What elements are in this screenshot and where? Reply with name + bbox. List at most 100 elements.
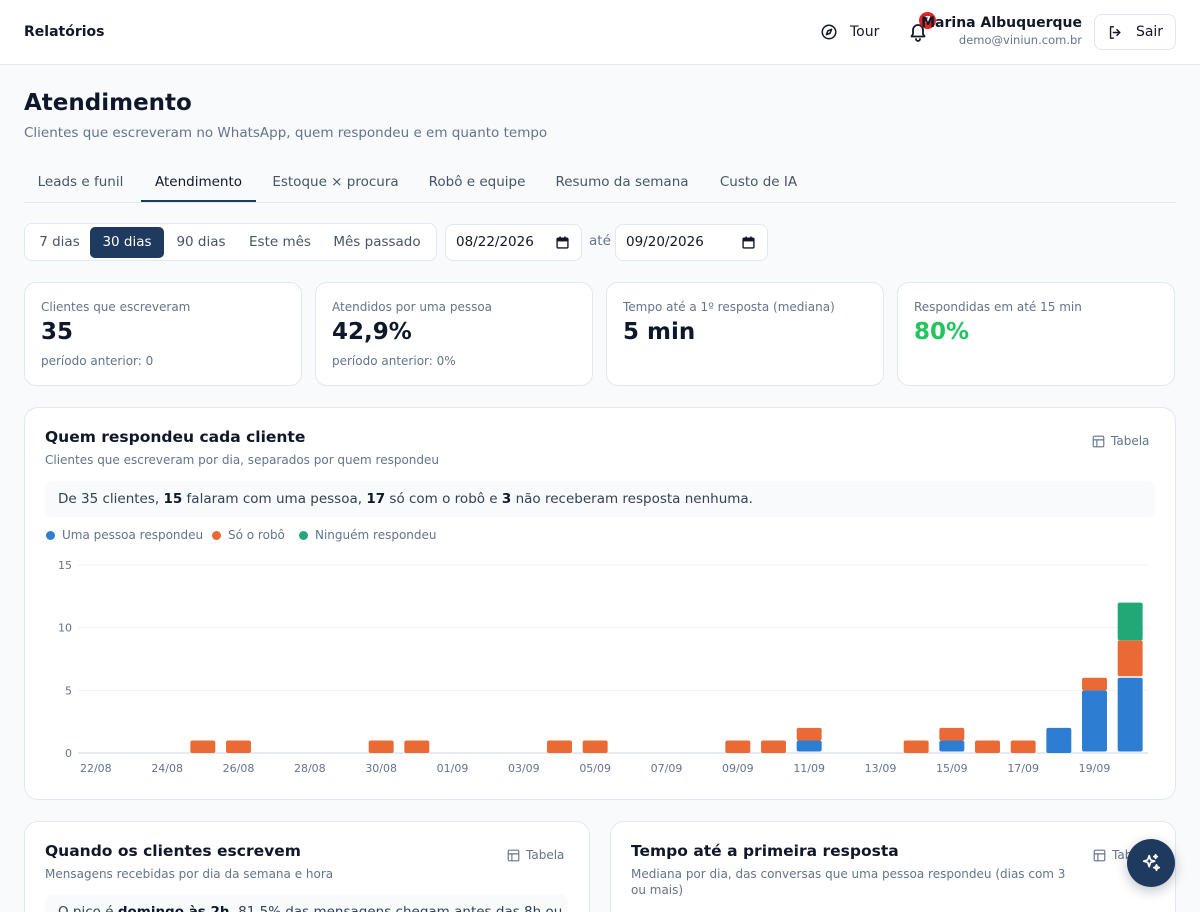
logout-icon — [1109, 25, 1121, 39]
kpi-value: 80% — [914, 319, 970, 345]
heatmap-summary: O pico é domingo às 2h. 81,5% das mensag… — [45, 894, 568, 912]
bar-segment — [725, 740, 751, 753]
legend-bot: Só o robô — [212, 528, 285, 542]
table-toggle-label: Tabela — [526, 848, 565, 862]
range-last-month[interactable]: Mês passado — [333, 234, 421, 250]
summary-text: falaram com uma pessoa, — [182, 491, 367, 507]
bar-segment — [903, 740, 929, 753]
kpi-value: 35 — [41, 319, 74, 345]
summary-number: 3 — [501, 491, 512, 507]
x-tick-label: 22/08 — [80, 762, 112, 775]
y-tick-label: 0 — [65, 747, 72, 760]
calendar-icon — [556, 236, 569, 249]
x-tick-label: 01/09 — [437, 762, 469, 775]
page-subtitle: Clientes que escreveram no WhatsApp, que… — [24, 125, 548, 141]
tour-label: Tour — [850, 24, 880, 40]
bar-segment — [547, 740, 572, 753]
kpi-card-clients: Clientes que escreveram 35 período anter… — [24, 282, 302, 386]
range-30-days[interactable]: 30 dias — [90, 227, 164, 258]
tab-leads-funil[interactable]: Leads e funil — [37, 174, 124, 190]
date-from-input[interactable]: 08/22/2026 — [445, 224, 582, 261]
bar-segment — [1082, 677, 1107, 691]
legend-dot — [46, 530, 55, 540]
card-title: Quando os clientes escrevem — [45, 842, 301, 860]
bar-segment — [939, 727, 965, 741]
bar-segment — [1117, 640, 1143, 677]
summary-text: De 35 clientes, — [58, 491, 164, 507]
tour-button[interactable]: Tour — [820, 20, 879, 44]
chart-summary: De 35 clientes, 15 falaram com uma pesso… — [45, 481, 1155, 517]
range-7-days[interactable]: 7 dias — [39, 234, 80, 250]
table-toggle-button[interactable]: Tabela — [507, 847, 564, 863]
x-tick-label: 13/09 — [865, 762, 897, 775]
sparkles-icon — [1142, 853, 1161, 872]
table-icon — [507, 849, 520, 861]
logout-label: Sair — [1135, 24, 1164, 40]
table-toggle-button[interactable]: Tabela — [1092, 433, 1149, 449]
tab-estoque-procura[interactable]: Estoque × procura — [272, 174, 399, 190]
x-tick-label: 09/09 — [722, 762, 754, 775]
y-tick-label: 10 — [58, 622, 72, 635]
range-this-month[interactable]: Este mês — [249, 234, 311, 250]
stacked-bar-chart: 0 5 10 15 22/08 24/08 26/08 28/08 30/08 01/09 03/0… — [58, 559, 1148, 775]
legend-nobody: Ninguém respondeu — [299, 528, 437, 542]
summary-number: 17 — [366, 491, 386, 507]
x-tick-label: 26/08 — [223, 762, 255, 775]
kpi-card-first-response: Tempo até a 1º resposta (mediana) 5 min — [606, 282, 884, 386]
card-title: Tempo até a primeira resposta — [631, 842, 899, 860]
bar-segment — [975, 740, 1000, 753]
compass-icon — [821, 24, 837, 40]
kpi-value: 5 min — [623, 319, 696, 345]
summary-highlight: domingo às 2h — [117, 904, 230, 912]
x-tick-label: 28/08 — [294, 762, 326, 775]
bar-segment — [796, 740, 822, 752]
x-tick-label: 07/09 — [651, 762, 683, 775]
app-title: Relatórios — [24, 24, 105, 40]
x-tick-label: 24/08 — [151, 762, 183, 775]
y-tick-label: 5 — [65, 684, 72, 697]
tab-resumo-semana[interactable]: Resumo da semana — [555, 174, 689, 190]
user-name: Marina Albuquerque — [921, 15, 1082, 31]
table-icon — [1093, 849, 1106, 861]
logout-button[interactable]: Sair — [1094, 14, 1176, 50]
kpi-value: 42,9% — [332, 319, 412, 345]
response-time-card: Tempo até a primeira resposta Mediana po… — [610, 821, 1176, 912]
kpi-label: Tempo até a 1º resposta (mediana) — [623, 300, 835, 314]
kpi-label: Atendidos por uma pessoa — [332, 300, 493, 314]
period-selector: 7 dias 30 dias 90 dias Este mês Mês pass… — [24, 223, 437, 261]
y-tick-label: 15 — [58, 559, 72, 572]
x-tick-label: 11/09 — [793, 762, 825, 775]
top-bar: Relatórios Tour 7 Marina Albuquerque dem… — [0, 0, 1200, 65]
card-subtitle: Mediana por dia, das conversas que uma p… — [631, 867, 1066, 897]
tab-atendimento[interactable]: Atendimento — [141, 166, 256, 202]
bar-segment — [1117, 677, 1143, 752]
bar-segment — [190, 740, 216, 753]
until-label: até — [589, 233, 611, 249]
legend-label: Só o robô — [228, 528, 285, 542]
ai-assistant-button[interactable] — [1127, 839, 1175, 887]
x-tick-label: 30/08 — [365, 762, 397, 775]
calendar-icon — [742, 236, 755, 249]
legend-dot — [212, 530, 221, 540]
bar-segment — [582, 740, 608, 753]
summary-text: . 81,5% das mensagens chegam antes das 8… — [229, 904, 563, 912]
card-subtitle: Clientes que escreveram por dia, separad… — [45, 453, 440, 467]
bar-segment — [1117, 602, 1143, 641]
x-tick-label: 05/09 — [579, 762, 611, 775]
summary-text: só com o robô e — [385, 491, 502, 507]
notification-badge: 7 — [919, 12, 936, 29]
page-title: Atendimento — [24, 90, 192, 116]
chart-card-who-replied: Quem respondeu cada cliente Clientes que… — [24, 407, 1176, 800]
legend-dot — [299, 530, 308, 540]
kpi-label: Respondidas em até 15 min — [914, 300, 1082, 314]
tab-robo-equipe[interactable]: Robô e equipe — [428, 174, 526, 190]
legend-label: Uma pessoa respondeu — [62, 528, 204, 542]
date-from-value: 08/22/2026 — [456, 234, 534, 250]
tab-custo-ia[interactable]: Custo de IA — [719, 174, 798, 190]
date-to-input[interactable]: 09/20/2026 — [615, 224, 768, 261]
x-tick-label: 03/09 — [508, 762, 540, 775]
bar-segment — [368, 740, 394, 753]
table-toggle-label: Tabela — [1111, 434, 1150, 448]
range-90-days[interactable]: 90 dias — [176, 234, 226, 250]
summary-number: 15 — [163, 491, 183, 507]
